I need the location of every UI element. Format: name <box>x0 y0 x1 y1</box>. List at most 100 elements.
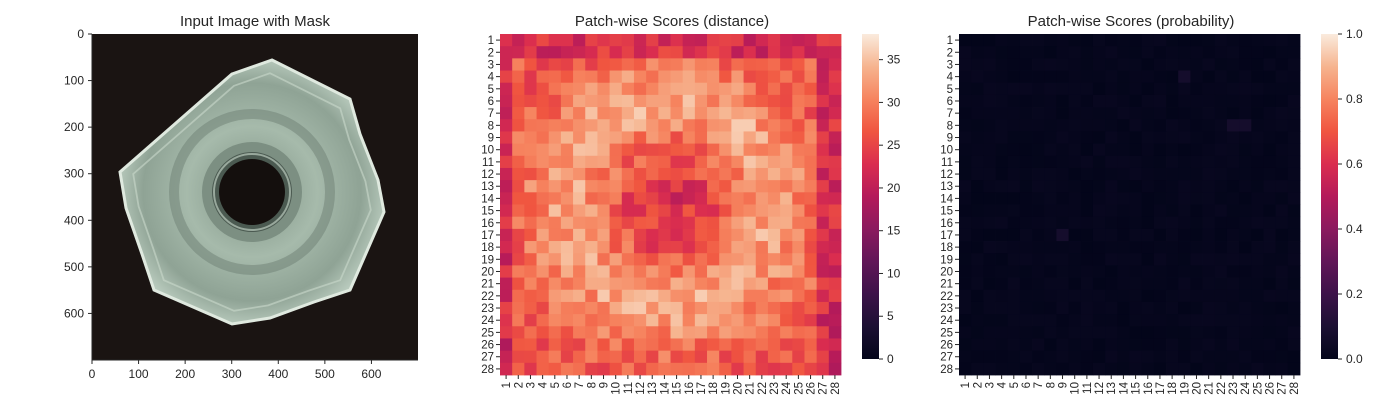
heatmap-cell <box>1056 46 1070 59</box>
heatmap-cell <box>1032 119 1045 132</box>
heatmap-cell <box>1007 131 1021 145</box>
heatmap-cell <box>1056 338 1070 352</box>
heatmap-cell <box>971 289 984 303</box>
heatmap-cell <box>1153 46 1167 59</box>
heatmap-cell <box>1092 46 1106 59</box>
heatmap-cell <box>995 265 1009 278</box>
heatmap-cell <box>780 253 793 266</box>
heatmap-cell <box>1080 70 1094 84</box>
heatmap-cell <box>1251 107 1264 120</box>
heatmap-cell <box>755 289 769 303</box>
heatmap-cell <box>983 228 996 242</box>
heatmap-cell <box>1275 350 1289 364</box>
heatmap-cell <box>633 180 647 193</box>
heatmap-cell <box>500 362 513 376</box>
heatmap-cell <box>1080 289 1094 303</box>
heatmap-cell <box>1019 155 1033 169</box>
heatmap-cell <box>536 265 550 278</box>
heatmap-cell <box>828 350 842 364</box>
heatmap-cell <box>1019 228 1033 242</box>
heatmap-cell <box>1202 34 1216 47</box>
heatmap-cell <box>1007 143 1021 157</box>
heatmap-cell <box>804 241 818 254</box>
heatmap-cell <box>1007 82 1021 96</box>
heatmap-cell <box>1032 82 1045 96</box>
heatmap-cell <box>1080 326 1094 339</box>
heatmap-cell <box>804 192 818 205</box>
heatmap-cell <box>670 228 684 242</box>
heatmap-cell <box>1178 131 1191 145</box>
heatmap-cell <box>536 228 550 242</box>
heatmap-cell <box>1275 301 1289 315</box>
heatmap-cell <box>500 289 513 303</box>
heatmap-cell <box>1068 228 1082 242</box>
heatmap-cell <box>792 314 805 327</box>
heatmap-cell <box>1226 277 1240 291</box>
heatmap-cell <box>995 277 1009 291</box>
heatmap-cell <box>1190 94 1203 108</box>
heatmap-cell <box>971 277 984 291</box>
heatmap-cell <box>1105 34 1118 47</box>
heatmap-cell <box>804 107 818 120</box>
heatmap-cell <box>707 58 720 71</box>
heatmap-cell <box>658 350 671 364</box>
heatmap-cell <box>536 314 550 327</box>
heatmap-cell <box>633 82 647 96</box>
heatmap-cell <box>719 350 732 364</box>
heatmap-cell <box>633 301 647 315</box>
heatmap-y-tick-label: 4 <box>488 72 495 84</box>
heatmap-cell <box>500 180 513 193</box>
colorbar-tick-label: 10 <box>887 266 901 280</box>
heatmap-cell <box>1153 94 1167 108</box>
heatmap-cell <box>719 314 732 327</box>
heatmap-cell <box>767 204 781 218</box>
heatmap-cell <box>1044 94 1057 108</box>
heatmap-cell <box>731 350 744 364</box>
heatmap-cell <box>1287 34 1301 47</box>
heatmap-cell <box>1129 204 1143 218</box>
heatmap-cell <box>694 180 708 193</box>
heatmap-cell <box>694 350 708 364</box>
heatmap-cell <box>500 301 513 315</box>
heatmap-cell <box>1105 192 1118 205</box>
heatmap-cell <box>1032 228 1045 242</box>
colorbar-tick-label: 0.0 <box>1346 352 1363 366</box>
heatmap-cell <box>621 277 635 291</box>
heatmap-cell <box>983 46 996 59</box>
heatmap-cell <box>560 314 574 327</box>
heatmap-cell <box>1129 265 1143 278</box>
heatmap-cell <box>707 204 720 218</box>
heatmap-cell <box>995 314 1009 327</box>
heatmap-cell <box>1117 204 1130 218</box>
heatmap-cell <box>792 82 805 96</box>
colorbar-tick-label: 0 <box>887 352 894 366</box>
heatmap-cell <box>971 143 984 157</box>
heatmap-cell <box>792 277 805 291</box>
heatmap-cell <box>536 167 550 181</box>
heatmap-cell <box>560 70 574 84</box>
heatmap-cell <box>804 143 818 157</box>
heatmap-cell <box>1129 277 1143 291</box>
heatmap-cell <box>828 155 842 169</box>
heatmap-cell <box>500 338 513 352</box>
heatmap-y-tick-label: 13 <box>940 181 953 193</box>
heatmap-cell <box>1251 131 1264 145</box>
heatmap-cell <box>1190 143 1203 157</box>
heatmap-cell <box>1007 314 1021 327</box>
heatmap-cell <box>1032 338 1045 352</box>
heatmap-cell <box>983 94 996 108</box>
heatmap-cell <box>560 167 574 181</box>
heatmap-cell <box>1214 119 1228 132</box>
heatmap-cell <box>1056 180 1070 193</box>
heatmap-cell <box>633 338 647 352</box>
heatmap-cell <box>524 228 537 242</box>
heatmap-cell <box>1226 119 1240 132</box>
heatmap-cell <box>1129 216 1143 230</box>
heatmap-cell <box>694 314 708 327</box>
heatmap-cell <box>682 192 696 205</box>
heatmap-cell <box>1190 167 1203 181</box>
heatmap-cell <box>1166 107 1179 120</box>
heatmap-cell <box>780 131 793 145</box>
image-y-tick-label: 600 <box>64 306 84 320</box>
heatmap-cell <box>1275 216 1289 230</box>
